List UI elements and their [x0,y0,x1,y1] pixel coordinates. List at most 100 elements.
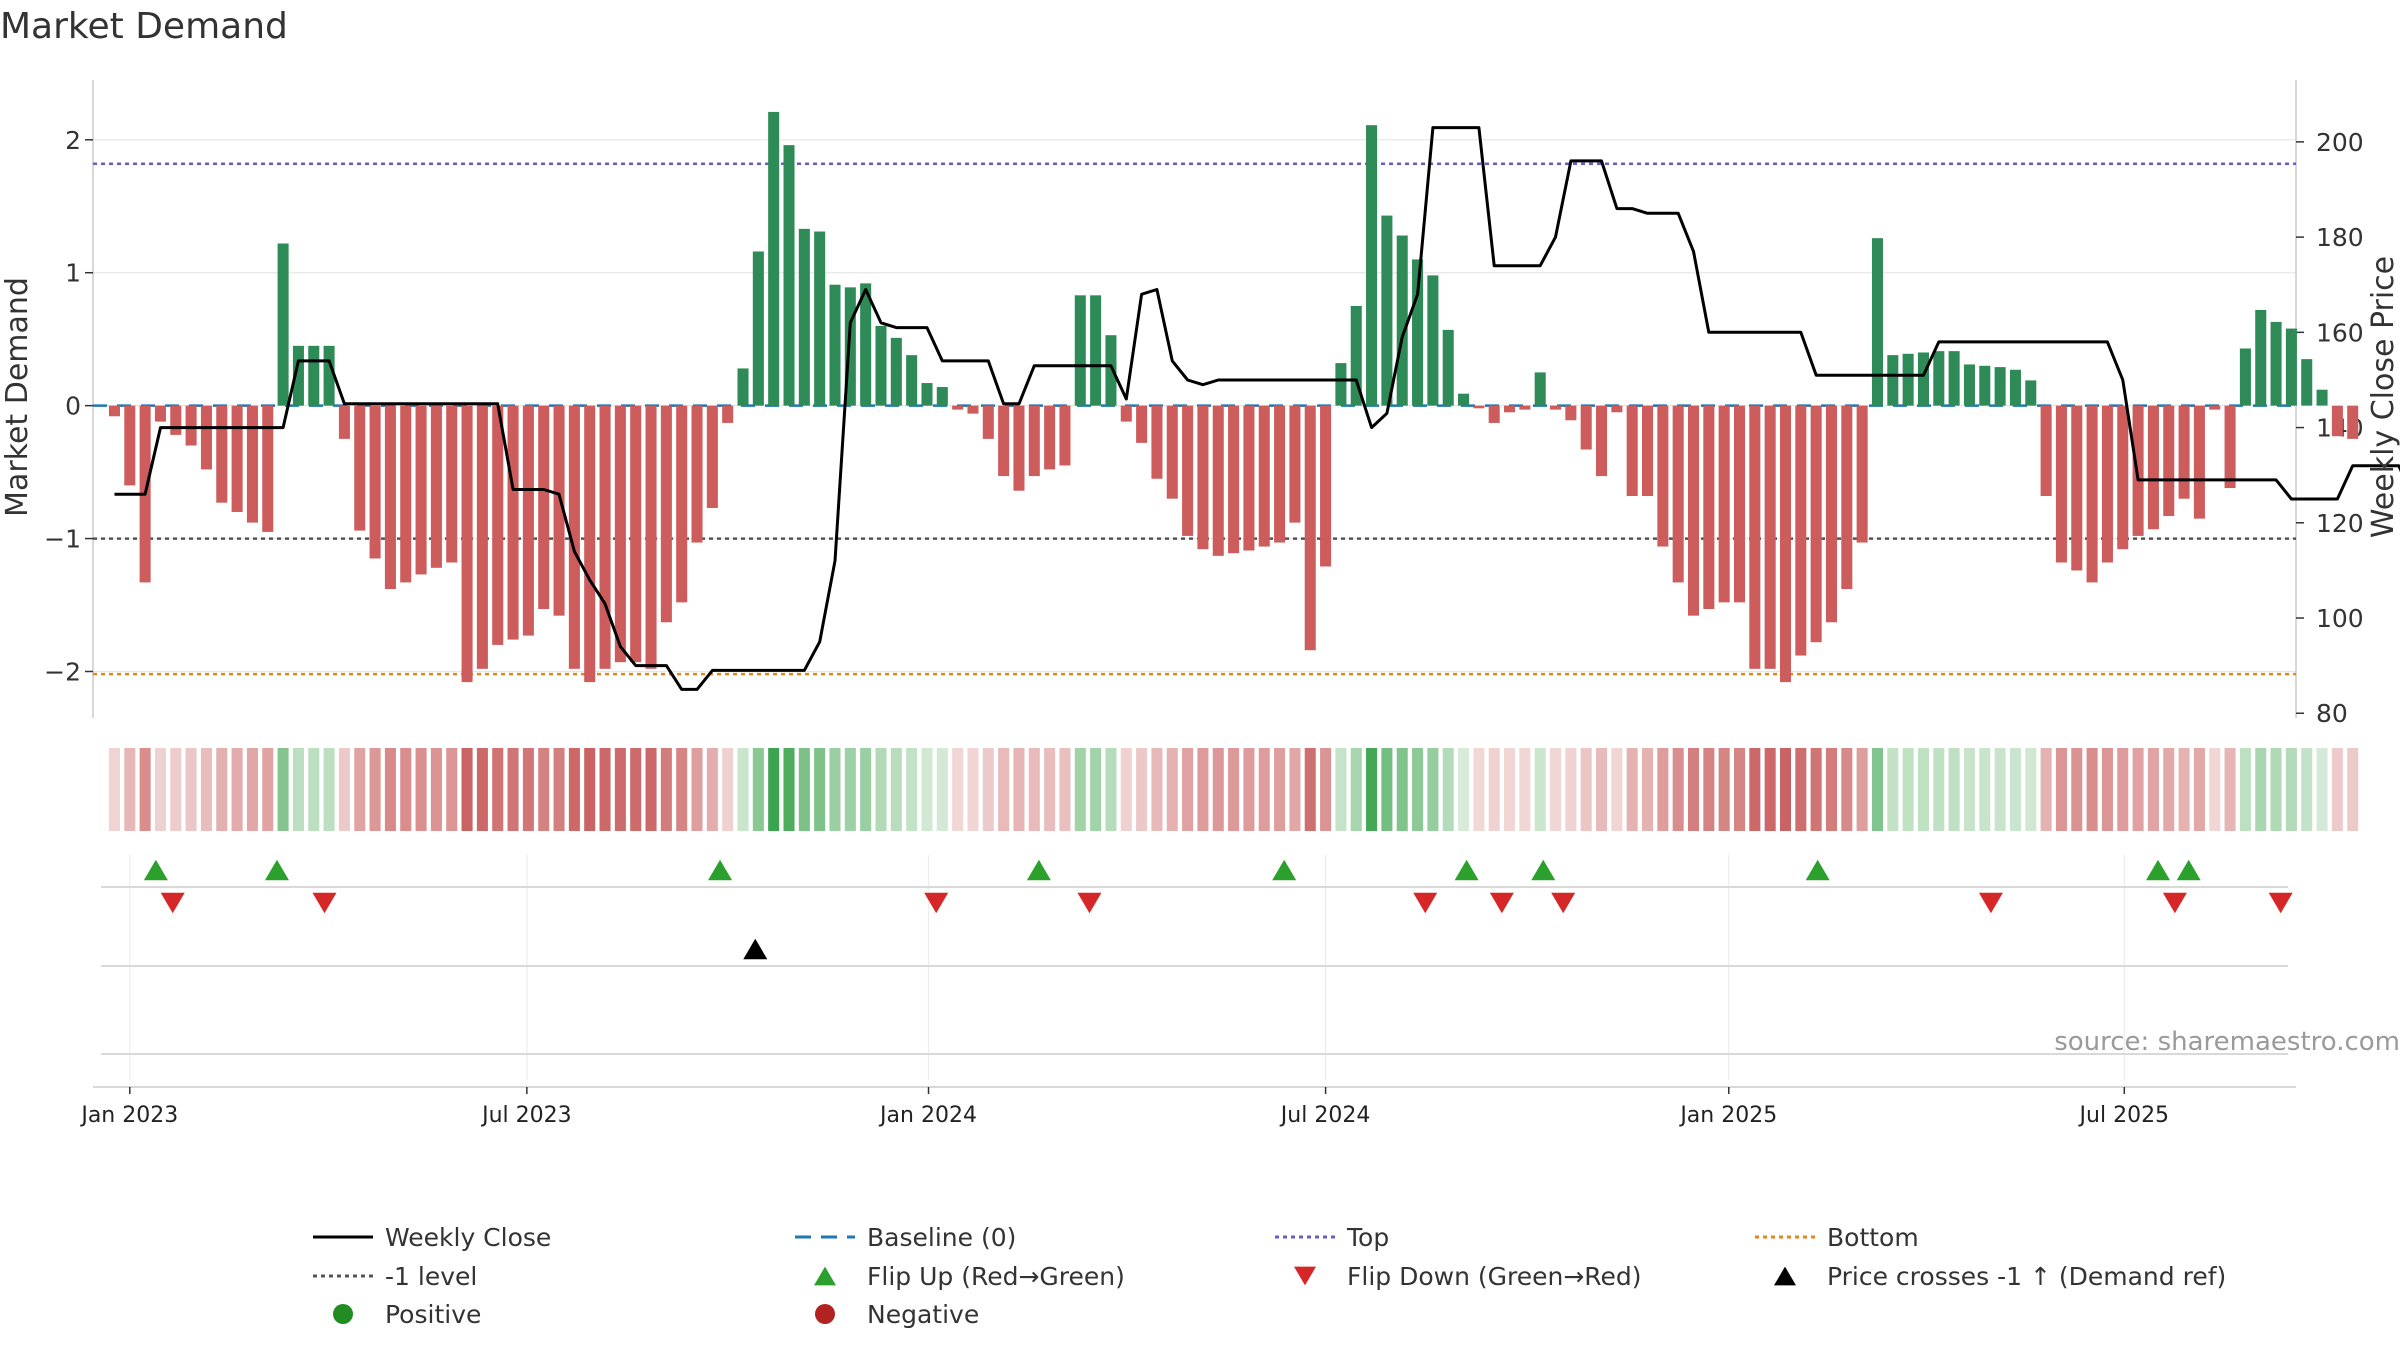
demand-bar [1074,295,1086,406]
heat-cell [1044,748,1056,831]
demand-bar [2239,348,2251,406]
demand-bar [890,337,902,406]
demand-bar [1580,405,1592,450]
demand-bar [522,405,534,636]
heat-cell [292,748,304,831]
demand-bar [1304,405,1316,651]
demand-bar [430,405,442,568]
demand-bar [1963,364,1975,406]
heat-cell [1596,748,1608,831]
heat-cell [124,748,136,831]
price-line [114,126,2400,691]
heat-cell [1488,748,1500,831]
heat-cell [2193,748,2205,831]
demand-bar [1320,405,1332,567]
heat-cell [2117,748,2129,831]
heat-cell [1718,748,1730,831]
demand-bar [1856,405,1868,543]
demand-bar [645,405,657,669]
demand-bar [568,405,580,669]
heat-cell [1320,748,1332,831]
demand-bar [1243,405,1255,551]
legend-label: Flip Down (Green→Red) [1347,1262,1642,1291]
demand-bar [185,405,197,446]
heat-cell [967,748,979,831]
demand-bar [2163,405,2175,516]
heat-cell [1657,748,1669,831]
demand-bar [1596,405,1608,477]
heat-cell [1136,748,1148,831]
demand-bar [599,405,611,669]
demand-bar [814,231,826,406]
heat-cell [2163,748,2175,831]
legend-swatch [1294,1266,1316,1286]
demand-bar [614,405,626,663]
heat-cell [706,748,718,831]
heat-cell [1212,748,1224,831]
demand-bar [906,355,918,406]
legend-label: Weekly Close [385,1223,551,1252]
demand-bar [108,405,120,417]
demand-bar [1795,405,1807,656]
heat-cell [308,748,320,831]
flip-up-marker [143,859,168,881]
heat-cell [400,748,412,831]
demand-bar [1228,405,1240,554]
demand-bar [1534,372,1546,406]
flip-down-marker [1077,892,1102,914]
x-tick-label: Jan 2025 [1678,1103,1777,1128]
demand-bar [2270,321,2282,406]
demand-bar [752,251,764,406]
demand-bar [1105,335,1117,406]
demand-bar [691,405,703,543]
heat-cell [676,748,688,831]
demand-bar [1182,405,1194,536]
legend-label: Bottom [1827,1223,1919,1252]
heat-cell [814,748,826,831]
flip-down-marker [924,892,949,914]
heat-cell [354,748,366,831]
heat-cell [1917,748,1929,831]
demand-bar [798,228,810,406]
demand-bar [2086,405,2098,583]
heat-cell [1381,748,1393,831]
heat-cell [246,748,258,831]
heat-cell [1933,748,1945,831]
x-tick-label: Jul 2025 [2078,1103,2170,1128]
flip-up-marker [708,859,733,881]
heat-cell [1412,748,1424,831]
heat-cell [2101,748,2113,831]
demand-bar [982,405,994,439]
heat-cell [108,748,120,831]
demand-bar [1197,405,1209,550]
heat-cell [1856,748,1868,831]
flip-up-marker [2146,859,2171,881]
price-cross-marker [743,938,768,960]
demand-bar [1013,405,1025,491]
demand-bar [860,283,872,406]
demand-bar [584,405,596,683]
heat-cell [1626,748,1638,831]
heat-cell [829,748,841,831]
chart-title: Market Demand [0,6,288,47]
demand-bar [921,383,933,406]
demand-bar [1366,125,1378,406]
demand-bar [507,405,519,640]
heat-cell [2255,748,2267,831]
flip-down-marker [312,892,337,914]
demand-bar [1151,405,1163,479]
demand-bar [844,287,856,406]
demand-bar [1887,355,1899,406]
heat-cell [1350,748,1362,831]
demand-bar [124,405,136,486]
demand-bar [1902,353,1914,406]
heat-cell [645,748,657,831]
heat-cell [1687,748,1700,831]
heat-cell [1611,748,1623,831]
demand-bar [967,405,979,414]
x-axis: Jan 2023 Jul 2023 Jan 2024 Jul 2024 Jan 2025… [79,1086,2296,1128]
heat-cell [415,748,427,831]
heat-cell [1565,748,1577,831]
demand-bar [1933,351,1945,406]
y2-tick-label: 100 [2316,604,2364,633]
